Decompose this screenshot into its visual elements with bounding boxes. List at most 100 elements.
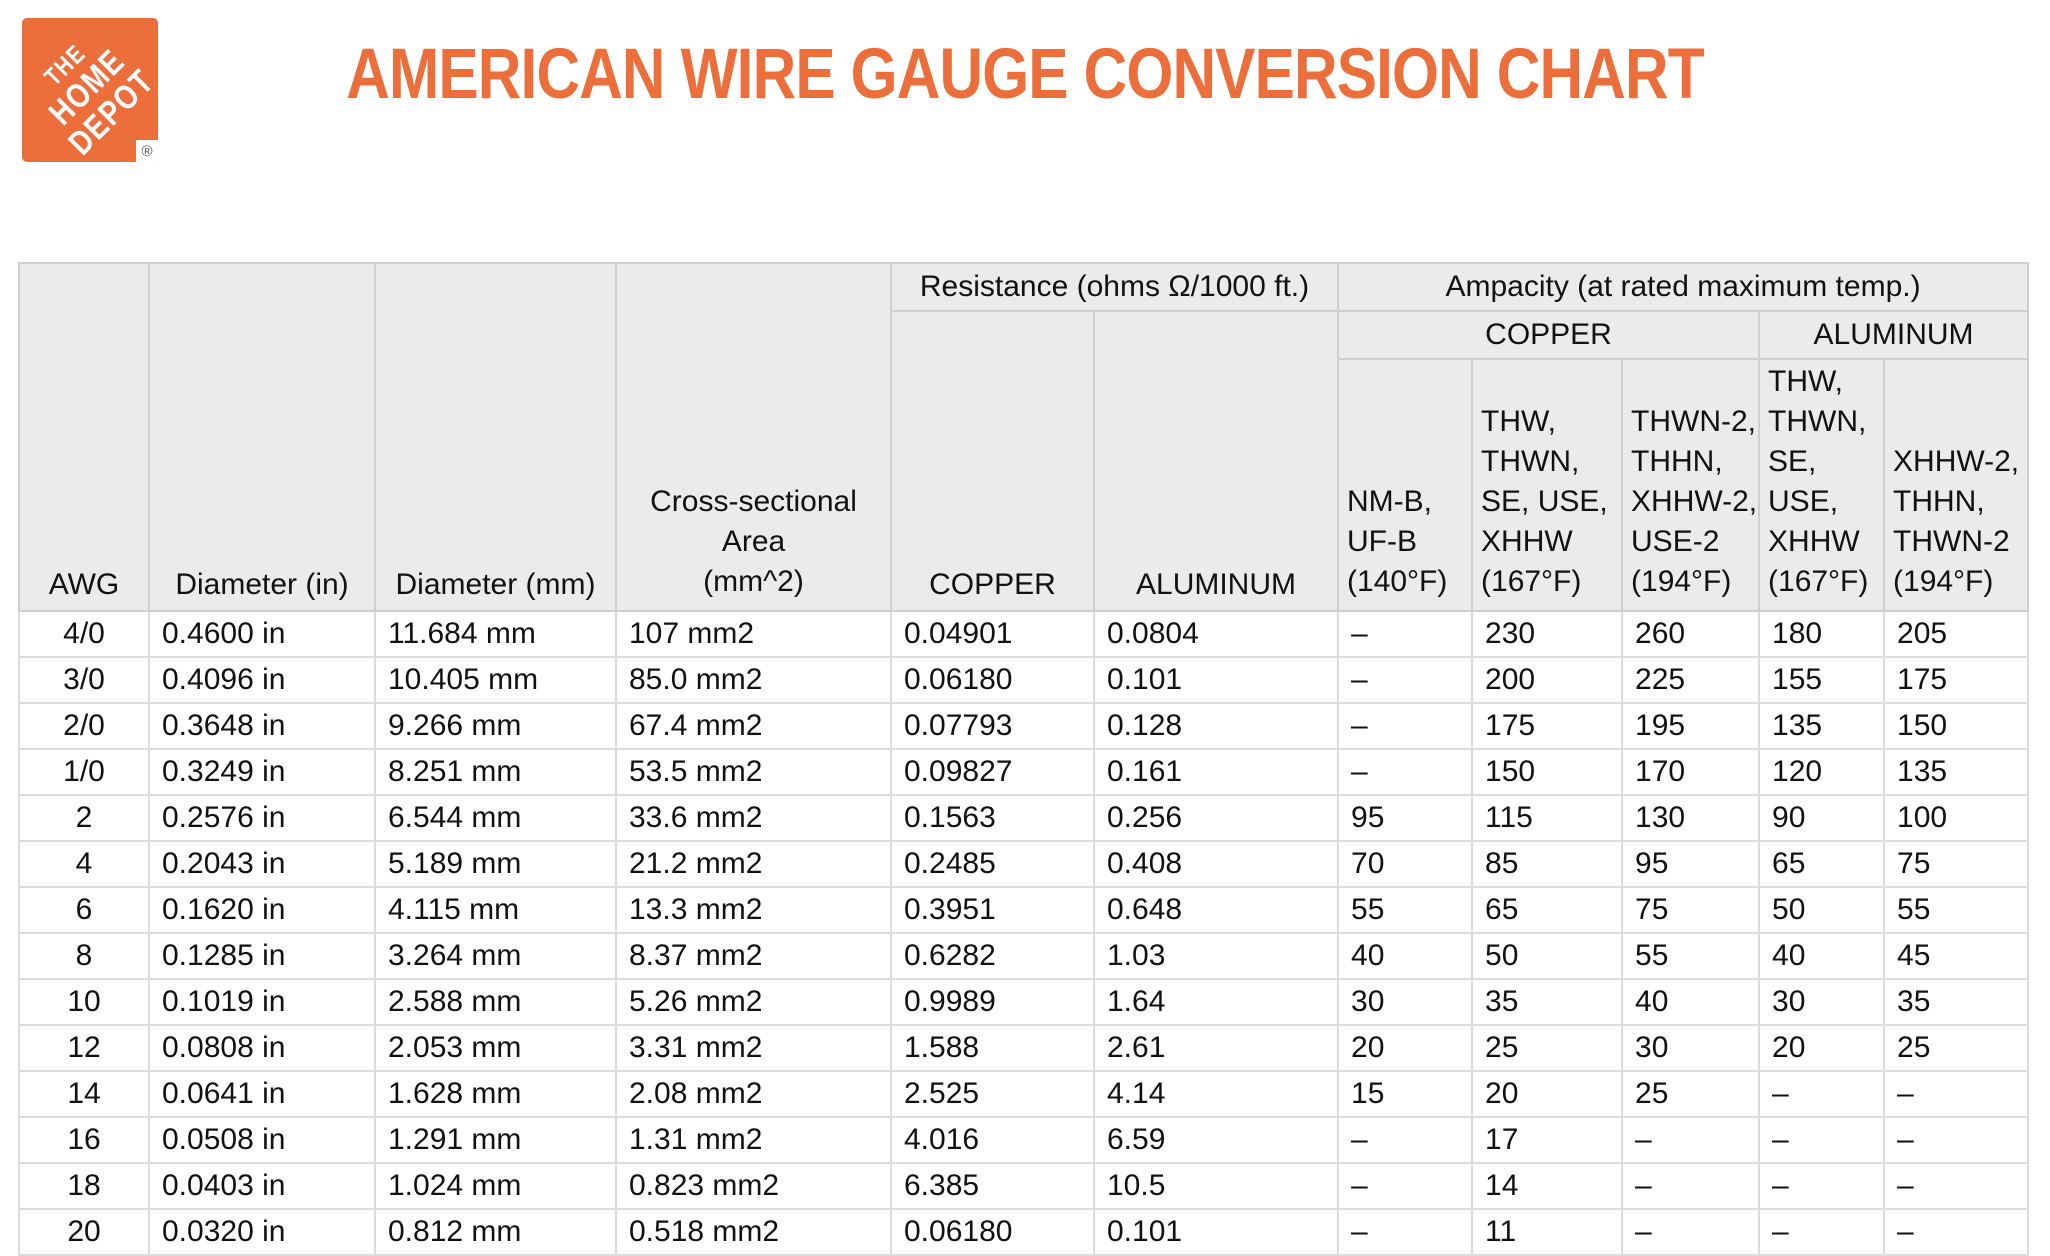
cell-amp_thw_cu: 200 [1471, 656, 1624, 704]
cell-r_copper: 0.09827 [890, 748, 1095, 796]
cell-amp_thw_cu: 20 [1471, 1070, 1624, 1118]
cell-area: 107 mm2 [615, 610, 892, 658]
cell-dia_in: 0.4096 in [148, 656, 376, 704]
col-header-thwn2-copper-194f: THWN-2, THHN, XHHW-2, USE-2 (194°F) [1621, 358, 1761, 612]
cell-amp_xhhw2_al: 100 [1883, 794, 2030, 842]
cell-amp_nmb: – [1337, 702, 1474, 750]
cell-amp_xhhw2_al: – [1883, 1208, 2030, 1256]
cell-amp_nmb: 20 [1337, 1024, 1474, 1072]
cell-amp_thw_al: 50 [1758, 886, 1886, 934]
table-row: 8 0.1285 in 3.264 mm 8.37 mm2 0.6282 1.03 40 50… [18, 932, 2030, 980]
cell-amp_thw_al: – [1758, 1208, 1886, 1256]
cell-amp_xhhw2_al: 45 [1883, 932, 2030, 980]
table-row: 20 0.0320 in 0.812 mm 0.518 mm2 0.06180 0.101… [18, 1208, 2030, 1256]
cell-amp_thwn2_cu: 25 [1621, 1070, 1761, 1118]
cell-amp_nmb: – [1337, 1162, 1474, 1210]
cell-awg: 10 [18, 978, 150, 1026]
cell-dia_mm: 10.405 mm [374, 656, 617, 704]
cell-amp_thw_al: 30 [1758, 978, 1886, 1026]
cell-amp_thw_al: – [1758, 1162, 1886, 1210]
cell-r_copper: 0.2485 [890, 840, 1095, 888]
cell-dia_mm: 5.189 mm [374, 840, 617, 888]
cell-dia_in: 0.4600 in [148, 610, 376, 658]
cell-dia_mm: 1.291 mm [374, 1116, 617, 1164]
cell-r_aluminum: 2.61 [1092, 1024, 1340, 1072]
table-row: 6 0.1620 in 4.115 mm 13.3 mm2 0.3951 0.648 55 6… [18, 886, 2030, 934]
cell-r_aluminum: 0.0804 [1092, 610, 1340, 658]
registered-trademark-icon: ® [136, 140, 158, 162]
cell-amp_thw_cu: 35 [1471, 978, 1624, 1026]
cell-r_copper: 0.1563 [890, 794, 1095, 842]
cell-amp_nmb: 15 [1337, 1070, 1474, 1118]
cell-amp_thwn2_cu: – [1621, 1208, 1761, 1256]
table-body: 4/0 0.4600 in 11.684 mm 107 mm2 0.04901 0.080… [18, 610, 2030, 1256]
cell-awg: 14 [18, 1070, 150, 1118]
cell-amp_thw_al: 155 [1758, 656, 1886, 704]
table-row: 2/0 0.3648 in 9.266 mm 67.4 mm2 0.07793 0.128… [18, 702, 2030, 750]
group-header-ampacity-aluminum: ALUMINUM [1758, 310, 2030, 360]
table-row: 16 0.0508 in 1.291 mm 1.31 mm2 4.016 6.59–17–… [18, 1116, 2030, 1164]
cell-dia_in: 0.0508 in [148, 1116, 376, 1164]
cell-amp_xhhw2_al: – [1883, 1162, 2030, 1210]
cell-r_copper: 0.04901 [890, 610, 1095, 658]
cell-amp_thwn2_cu: 75 [1621, 886, 1761, 934]
awg-conversion-table: AWG Diameter (in) Diameter (mm) Cross-se… [18, 262, 2030, 1256]
cell-amp_thwn2_cu: 130 [1621, 794, 1761, 842]
cell-amp_thw_al: – [1758, 1116, 1886, 1164]
cell-amp_thwn2_cu: 260 [1621, 610, 1761, 658]
table-header: AWG Diameter (in) Diameter (mm) Cross-se… [18, 262, 2030, 612]
cell-r_aluminum: 4.14 [1092, 1070, 1340, 1118]
cell-amp_xhhw2_al: 135 [1883, 748, 2030, 796]
cell-amp_xhhw2_al: 75 [1883, 840, 2030, 888]
cell-awg: 4 [18, 840, 150, 888]
home-depot-logo: THE HOME DEPOT ® [22, 18, 158, 162]
cell-amp_nmb: 30 [1337, 978, 1474, 1026]
cell-amp_thw_cu: 150 [1471, 748, 1624, 796]
cell-r_aluminum: 0.101 [1092, 1208, 1340, 1256]
cell-r_copper: 0.3951 [890, 886, 1095, 934]
col-header-thw-aluminum-167f: THW, THWN, SE, USE, XHHW (167°F) [1758, 358, 1886, 612]
cell-amp_thw_al: 120 [1758, 748, 1886, 796]
col-header-awg: AWG [18, 262, 150, 612]
cell-dia_in: 0.0641 in [148, 1070, 376, 1118]
cell-amp_xhhw2_al: 35 [1883, 978, 2030, 1026]
cell-r_aluminum: 0.648 [1092, 886, 1340, 934]
cell-area: 1.31 mm2 [615, 1116, 892, 1164]
cell-amp_nmb: – [1337, 748, 1474, 796]
cell-amp_nmb: 55 [1337, 886, 1474, 934]
cell-dia_in: 0.0320 in [148, 1208, 376, 1256]
cell-amp_thwn2_cu: – [1621, 1116, 1761, 1164]
cell-area: 67.4 mm2 [615, 702, 892, 750]
col-header-xhhw2-aluminum-194f: XHHW-2, THHN, THWN-2 (194°F) [1883, 358, 2030, 612]
cell-r_copper: 4.016 [890, 1116, 1095, 1164]
cell-dia_mm: 11.684 mm [374, 610, 617, 658]
cell-awg: 4/0 [18, 610, 150, 658]
page-title: AMERICAN WIRE GAUGE CONVERSION CHART [346, 35, 1704, 114]
cell-r_copper: 2.525 [890, 1070, 1095, 1118]
cell-dia_mm: 3.264 mm [374, 932, 617, 980]
cell-r_copper: 0.07793 [890, 702, 1095, 750]
cell-amp_thw_cu: 14 [1471, 1162, 1624, 1210]
cell-area: 2.08 mm2 [615, 1070, 892, 1118]
cell-amp_thw_cu: 230 [1471, 610, 1624, 658]
cell-r_aluminum: 0.408 [1092, 840, 1340, 888]
table-row: 12 0.0808 in 2.053 mm 3.31 mm2 1.588 2.61 20 25… [18, 1024, 2030, 1072]
cell-area: 5.26 mm2 [615, 978, 892, 1026]
cell-amp_thw_cu: 175 [1471, 702, 1624, 750]
cell-amp_thw_al: 65 [1758, 840, 1886, 888]
cell-awg: 20 [18, 1208, 150, 1256]
cell-amp_nmb: – [1337, 1208, 1474, 1256]
cell-r_aluminum: 1.64 [1092, 978, 1340, 1026]
cell-amp_thwn2_cu: 40 [1621, 978, 1761, 1026]
table-row: 4 0.2043 in 5.189 mm 21.2 mm2 0.2485 0.408 70 8… [18, 840, 2030, 888]
cell-r_copper: 0.06180 [890, 656, 1095, 704]
cell-amp_nmb: – [1337, 656, 1474, 704]
table-row: 10 0.1019 in 2.588 mm 5.26 mm2 0.9989 1.64 30 3… [18, 978, 2030, 1026]
cell-dia_in: 0.1019 in [148, 978, 376, 1026]
cell-awg: 1/0 [18, 748, 150, 796]
cell-r_copper: 6.385 [890, 1162, 1095, 1210]
cell-amp_thw_al: 40 [1758, 932, 1886, 980]
cell-dia_mm: 1.024 mm [374, 1162, 617, 1210]
cell-r_aluminum: 1.03 [1092, 932, 1340, 980]
cell-awg: 16 [18, 1116, 150, 1164]
